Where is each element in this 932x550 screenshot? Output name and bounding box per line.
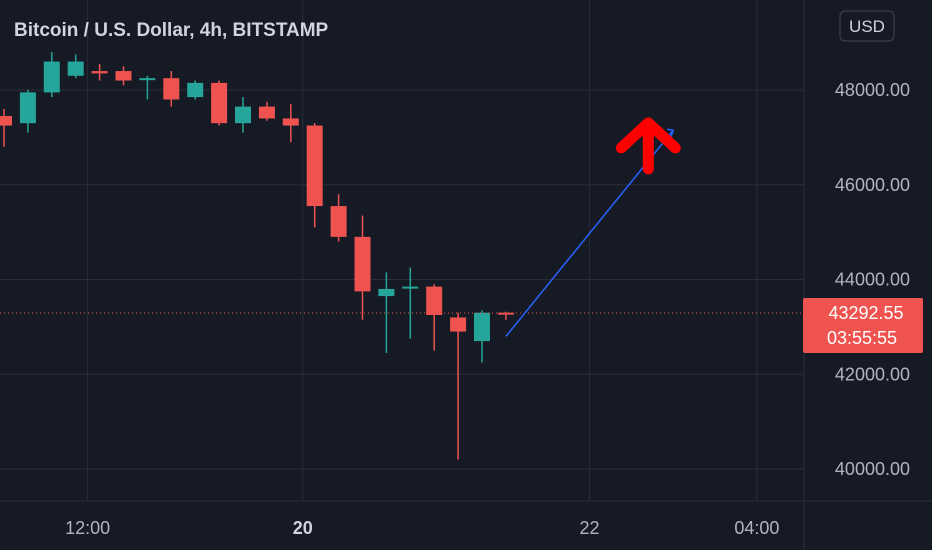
chart-title: Bitcoin / U.S. Dollar, 4h, BITSTAMP — [14, 20, 329, 41]
current-price-label: 43292.55 — [828, 303, 903, 323]
candle[interactable] — [258, 101, 275, 121]
candle[interactable] — [378, 272, 395, 353]
current-price-tag: 43292.55 03:55:55 — [803, 298, 923, 354]
candle-body — [426, 286, 443, 316]
candle-body — [139, 78, 156, 81]
bar-countdown-label: 03:55:55 — [827, 328, 897, 348]
candle-body — [235, 106, 251, 124]
candles[interactable] — [0, 52, 514, 460]
candle-body — [211, 82, 228, 124]
candle[interactable] — [211, 80, 228, 126]
candle[interactable] — [330, 194, 347, 242]
time-tick-label: 12:00 — [65, 518, 110, 538]
time-tick-label: 04:00 — [734, 518, 779, 538]
price-tick-label: 42000.00 — [835, 364, 910, 384]
candle-body — [306, 125, 323, 207]
candle-body — [378, 288, 395, 297]
price-tick-label: 48000.00 — [835, 80, 910, 100]
candle-body — [43, 61, 60, 93]
candle-body — [163, 78, 180, 100]
candle[interactable] — [497, 311, 514, 320]
candle[interactable] — [450, 312, 467, 460]
candle[interactable] — [282, 104, 299, 143]
candle[interactable] — [115, 66, 132, 86]
candle-body — [282, 118, 299, 126]
trend-line-head — [667, 128, 675, 137]
candle[interactable] — [402, 267, 419, 339]
grid — [0, 0, 804, 501]
candle[interactable] — [43, 52, 60, 98]
drawings[interactable] — [0, 117, 804, 337]
candle[interactable] — [19, 90, 36, 133]
candle-body — [187, 82, 204, 98]
candle-body — [354, 236, 371, 292]
candle-body — [497, 312, 514, 315]
candle-body — [450, 317, 467, 332]
candle-body — [330, 206, 347, 237]
candle-body — [19, 92, 36, 124]
price-axis[interactable]: 40000.00 42000.00 44000.00 46000.00 48000.00 — [835, 80, 910, 479]
price-tick-label: 46000.00 — [835, 175, 910, 195]
price-tick-label: 44000.00 — [835, 270, 910, 290]
price-tick-label: 40000.00 — [835, 459, 910, 479]
candle[interactable] — [354, 215, 371, 320]
candle[interactable] — [306, 123, 323, 228]
candle[interactable] — [0, 108, 12, 147]
candle[interactable] — [139, 75, 156, 100]
candle[interactable] — [91, 63, 108, 81]
candle-body — [0, 116, 12, 126]
time-axis[interactable]: 12:00 20 22 04:00 — [65, 518, 779, 538]
candle[interactable] — [235, 97, 251, 133]
candle[interactable] — [163, 71, 180, 107]
time-tick-label: 22 — [580, 518, 600, 538]
currency-label: USD — [849, 17, 885, 36]
candle-body — [402, 286, 419, 289]
candle[interactable] — [67, 54, 84, 79]
candle[interactable] — [187, 80, 204, 100]
candle-body — [474, 312, 490, 342]
candle-body — [258, 106, 275, 119]
candle-body — [67, 61, 84, 76]
candle[interactable] — [426, 284, 443, 351]
candle-body — [115, 71, 132, 81]
candle-body — [91, 71, 108, 74]
up-arrow-icon[interactable] — [615, 117, 681, 175]
currency-button[interactable]: USD — [839, 10, 895, 42]
candle[interactable] — [474, 310, 490, 363]
time-tick-label: 20 — [293, 518, 313, 538]
